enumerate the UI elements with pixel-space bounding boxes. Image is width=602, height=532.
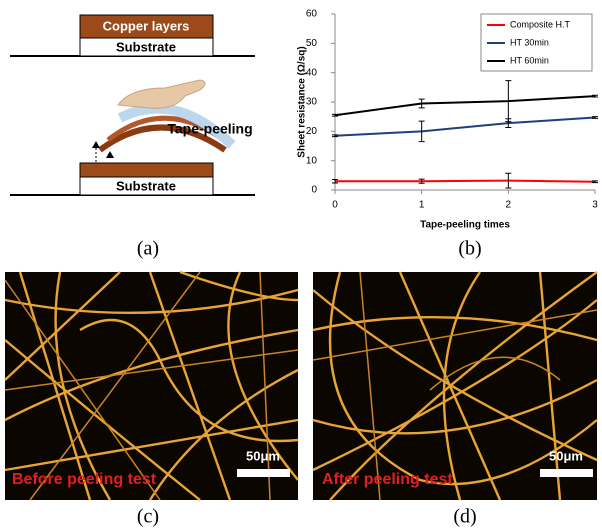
series-line	[335, 118, 595, 136]
x-tick-label: 0	[332, 200, 338, 211]
hand	[118, 80, 205, 108]
scale-label: 50μm	[246, 448, 280, 463]
y-tick-label: 60	[306, 9, 318, 20]
figure: Copper layers Substrate Tape-peeling Sub…	[0, 0, 602, 532]
x-tick-label: 3	[592, 200, 598, 211]
micrograph	[313, 272, 597, 500]
scale-bar	[540, 469, 593, 477]
layer-label: Copper layers	[103, 18, 190, 33]
x-tick-label: 1	[419, 200, 425, 211]
caption: (b)	[458, 238, 481, 260]
y-tick-label: 40	[306, 67, 318, 78]
caption: (a)	[137, 238, 159, 260]
series-line	[335, 96, 595, 115]
x-axis-label: Tape-peeling times	[420, 220, 510, 231]
tape-label: Tape-peeling	[167, 121, 252, 137]
x-tick-label: 2	[506, 200, 512, 211]
caption: (d)	[453, 506, 476, 528]
arrow-head	[92, 141, 100, 148]
caption: (c)	[137, 506, 159, 528]
y-tick-label: 30	[306, 97, 318, 108]
copper-layer	[80, 163, 213, 177]
panel-label: Before peeling test	[12, 471, 157, 488]
panel-b: Sheet resistance (Ω/sq) Tape-peeling tim…	[297, 9, 599, 231]
panel-a: Copper layers Substrate Tape-peeling Sub…	[10, 15, 255, 195]
legend-label: HT 60min	[510, 55, 549, 65]
arrow-head	[106, 151, 114, 158]
y-tick-label: 50	[306, 38, 318, 49]
scale-bar	[237, 469, 290, 477]
micrograph	[5, 272, 298, 500]
y-tick-label: 20	[306, 126, 318, 137]
series-line	[335, 181, 595, 182]
panel-d: 50μm After peeling test	[313, 272, 597, 500]
scale-label: 50μm	[549, 448, 583, 463]
substrate-label: Substrate	[116, 39, 176, 54]
substrate-label: Substrate	[116, 178, 176, 193]
panel-label: After peeling test	[322, 471, 453, 488]
legend-label: HT 30min	[510, 37, 549, 47]
y-tick-label: 0	[311, 185, 317, 196]
panel-c: 50μm Before peeling test	[5, 272, 298, 500]
y-tick-label: 10	[306, 155, 318, 166]
legend-label: Composite H.T	[510, 19, 571, 29]
